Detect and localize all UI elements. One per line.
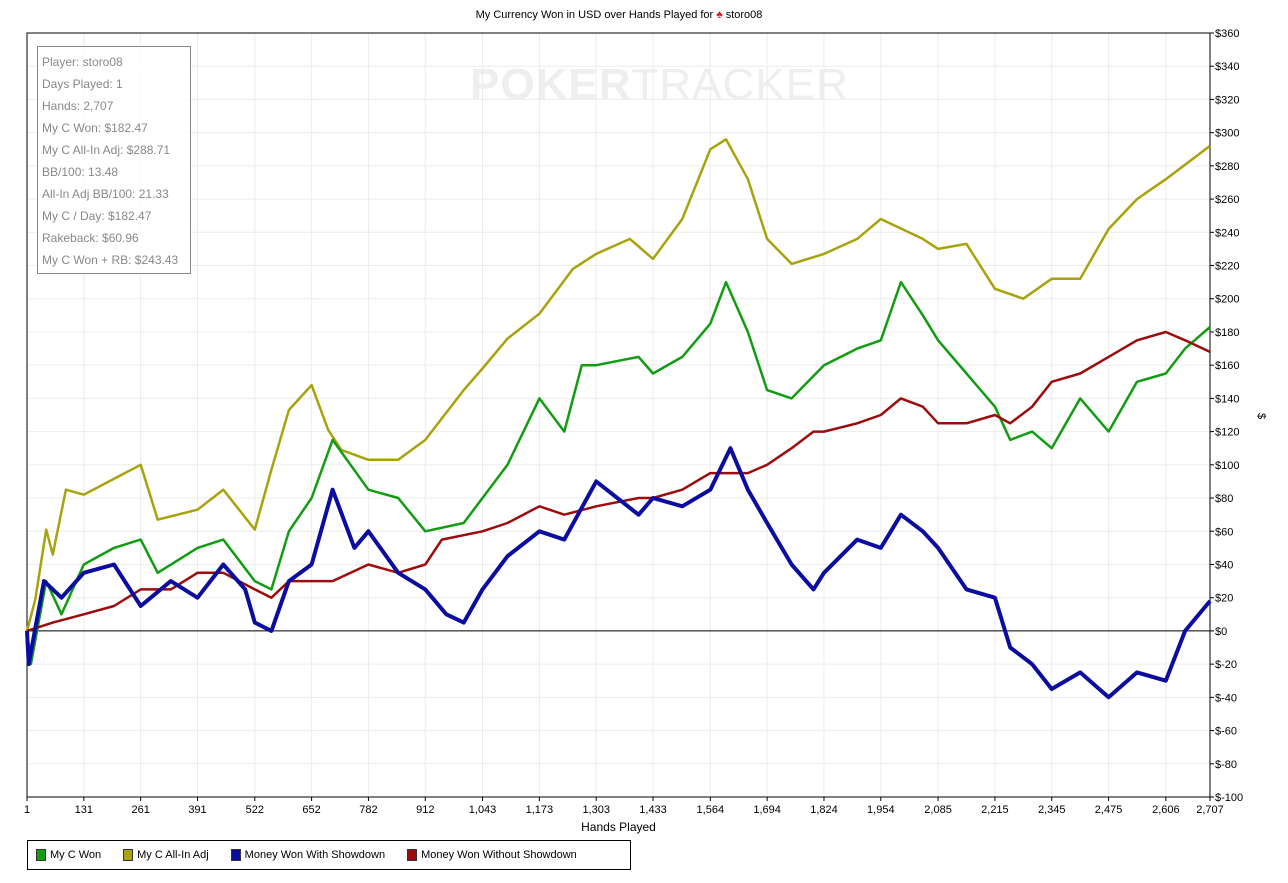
plot-border — [26, 32, 1211, 798]
series-line-my-c-all-in-adj — [25, 138, 1211, 632]
stat-line: Rakeback: $60.96 — [42, 231, 139, 245]
y-tick-label: $120 — [1215, 427, 1239, 439]
y-tick-label: $20 — [1215, 593, 1233, 605]
x-tick-label: 912 — [416, 804, 434, 816]
legend: My C Won My C All-In Adj Money Won With Sh… — [27, 840, 631, 870]
stat-line: My C Won: $182.47 — [42, 121, 148, 135]
y-tick-label: $320 — [1215, 94, 1239, 106]
legend-item[interactable]: My C All-In Adj — [123, 849, 209, 861]
x-tick-label: 1,303 — [582, 804, 610, 816]
legend-swatch — [36, 849, 46, 861]
series-line-my-c-won — [25, 280, 1211, 666]
y-tick-label: $40 — [1215, 559, 1233, 571]
legend-item[interactable]: My C Won — [36, 849, 101, 861]
y-tick-label: $-60 — [1215, 726, 1237, 738]
y-tick-label: $260 — [1215, 194, 1239, 206]
legend-item[interactable]: Money Won Without Showdown — [407, 849, 577, 861]
y-tick-label: $-80 — [1215, 759, 1237, 771]
x-tick-label: 1,173 — [526, 804, 554, 816]
y-tick-label: $180 — [1215, 327, 1239, 339]
y-tick-label: $0 — [1215, 626, 1227, 638]
pokertracker-watermark: POKERTRACKER — [470, 60, 849, 110]
title-text: My Currency Won in USD over Hands Played… — [475, 9, 714, 21]
x-tick-label: 1,824 — [810, 804, 838, 816]
y-tick-label: $140 — [1215, 393, 1239, 405]
x-tick-label: 2,475 — [1095, 804, 1123, 816]
stat-line: Hands: 2,707 — [42, 99, 114, 113]
stat-line: My C Won + RB: $243.43 — [42, 253, 179, 267]
stats-box: Player: storo08 Days Played: 1 Hands: 2,70… — [37, 46, 191, 274]
x-tick-label: 2,707 — [1196, 804, 1224, 816]
x-tick-label: 1,564 — [697, 804, 725, 816]
legend-label: Money Won With Showdown — [244, 849, 386, 861]
legend-swatch — [123, 849, 134, 861]
x-tick-label: 1,694 — [753, 804, 781, 816]
legend-label: Money Won Without Showdown — [421, 849, 577, 861]
y-tick-label: $60 — [1215, 526, 1233, 538]
stat-line: My C / Day: $182.47 — [42, 209, 152, 223]
legend-swatch — [230, 849, 241, 861]
x-tick-label: 1,043 — [469, 804, 497, 816]
x-tick-label: 1,433 — [639, 804, 667, 816]
stat-line: All-In Adj BB/100: 21.33 — [42, 187, 169, 201]
title-player: storo08 — [725, 9, 763, 21]
y-tick-label: $80 — [1215, 493, 1233, 505]
stat-line: Player: storo08 — [42, 55, 123, 69]
series-line-money-won-with-showdown — [25, 446, 1212, 700]
y-tick-label: $200 — [1215, 294, 1239, 306]
x-tick-label: 131 — [75, 804, 93, 816]
y-axis-label: $ — [1255, 412, 1268, 420]
y-tick-label: $340 — [1215, 61, 1239, 73]
stat-line: BB/100: 13.48 — [42, 165, 119, 179]
y-tick-label: $-20 — [1215, 659, 1237, 671]
y-tick-label: $240 — [1215, 227, 1239, 239]
x-tick-label: 1,954 — [867, 804, 895, 816]
chart-title: My Currency Won in USD over Hands Played… — [0, 7, 1238, 21]
x-tick-label: 1 — [24, 804, 30, 816]
watermark-bold: POKER — [470, 60, 632, 109]
legend-item[interactable]: Money Won With Showdown — [230, 849, 386, 861]
x-tick-label: 782 — [359, 804, 377, 816]
y-tick-label: $160 — [1215, 360, 1239, 372]
y-tick-label: $-40 — [1215, 692, 1237, 704]
x-tick-label: 2,606 — [1152, 804, 1180, 816]
x-tick-label: 261 — [131, 804, 149, 816]
y-tick-label: $300 — [1215, 128, 1239, 140]
watermark-light: TRACKER — [631, 60, 849, 109]
x-tick-label: 522 — [246, 804, 264, 816]
x-tick-label: 391 — [188, 804, 206, 816]
y-tick-label: $220 — [1215, 261, 1239, 273]
stat-line: Days Played: 1 — [42, 77, 123, 91]
x-tick-label: 2,215 — [981, 804, 1009, 816]
spade-icon: ♠ — [716, 7, 723, 21]
y-tick-label: $360 — [1215, 28, 1239, 40]
x-tick-label: 652 — [302, 804, 320, 816]
legend-swatch — [407, 849, 418, 861]
x-tick-label: 2,345 — [1038, 804, 1066, 816]
legend-label: My C All-In Adj — [137, 849, 209, 861]
legend-label: My C Won — [50, 849, 102, 861]
stat-line: My C All-In Adj: $288.71 — [42, 143, 171, 157]
x-axis-label: Hands Played — [581, 820, 656, 834]
y-tick-label: $280 — [1215, 161, 1239, 173]
x-tick-label: 2,085 — [924, 804, 952, 816]
y-tick-label: $100 — [1215, 460, 1239, 472]
y-tick-label: $-100 — [1215, 792, 1243, 804]
